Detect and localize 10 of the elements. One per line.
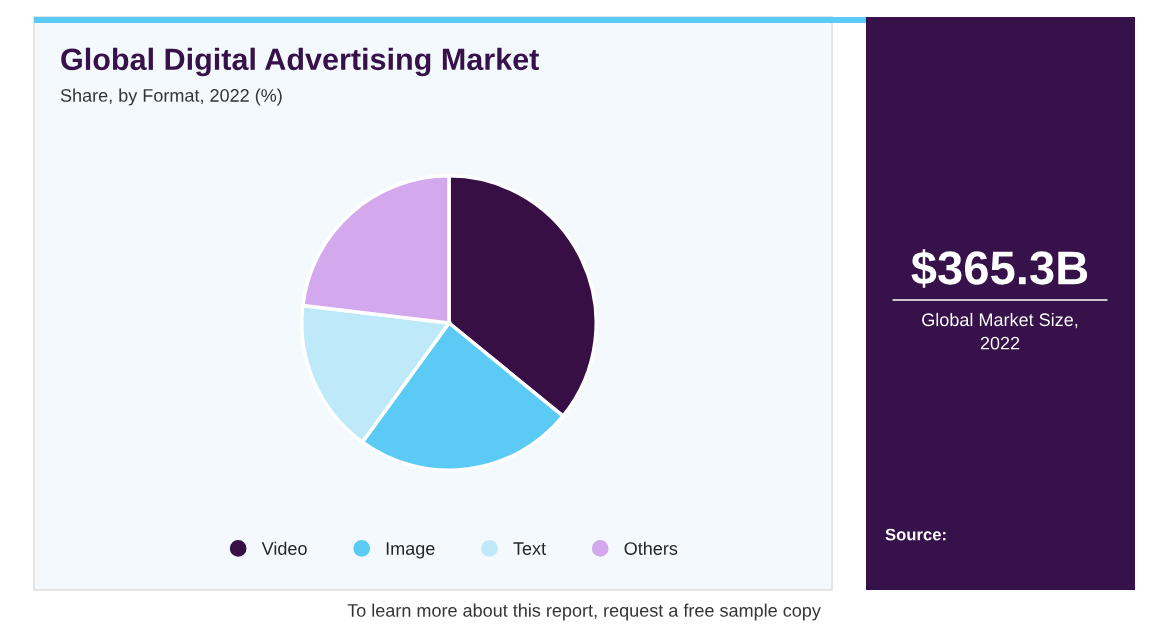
text: Global Market Size, 2022: [922, 312, 1078, 350]
legend-label: Image: [386, 542, 435, 559]
text: $365.3B: [911, 249, 1088, 288]
legend-label: Others: [624, 541, 678, 555]
legend-label: Video: [261, 541, 307, 555]
chart-title: Global Digital Advertising Market: [61, 47, 539, 77]
legend-label: Text: [513, 542, 546, 555]
source-note: Source:: [885, 528, 946, 541]
text: To learn more about this report, request a free sample copy: [347, 603, 821, 621]
chart-subtitle: Share, by Format, 2022 (%): [60, 88, 282, 106]
